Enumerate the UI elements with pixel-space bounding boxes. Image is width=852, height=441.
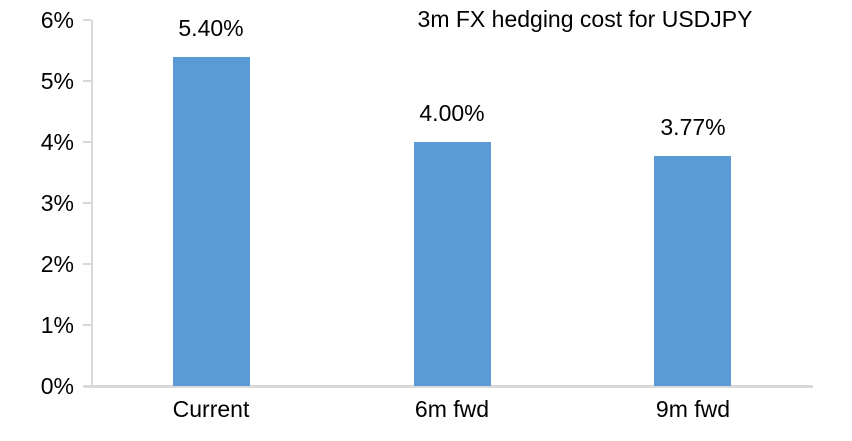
bar-data-label: 5.40% bbox=[178, 15, 244, 41]
y-tick-mark bbox=[83, 263, 91, 265]
bar-data-label: 4.00% bbox=[419, 100, 485, 126]
y-tick-mark bbox=[83, 80, 91, 82]
y-tick-label: 3% bbox=[40, 190, 74, 216]
y-tick-label: 1% bbox=[40, 312, 74, 338]
y-tick-mark bbox=[83, 141, 91, 143]
y-tick-label: 5% bbox=[40, 68, 74, 94]
y-tick-label: 6% bbox=[40, 7, 74, 33]
y-tick-mark bbox=[83, 385, 91, 387]
bar bbox=[414, 142, 491, 386]
y-tick-label: 2% bbox=[40, 251, 74, 277]
bar-data-label: 3.77% bbox=[660, 114, 726, 140]
y-tick-label: 4% bbox=[40, 129, 74, 155]
x-category-label: Current bbox=[172, 396, 250, 422]
x-category-label: 6m fwd bbox=[414, 396, 490, 422]
bar bbox=[173, 57, 250, 386]
y-tick-mark bbox=[83, 19, 91, 21]
y-tick-label: 0% bbox=[40, 373, 74, 399]
x-axis-baseline bbox=[84, 385, 813, 388]
chart-title: 3m FX hedging cost for USDJPY bbox=[417, 6, 753, 32]
y-tick-mark bbox=[83, 202, 91, 204]
y-tick-mark bbox=[83, 324, 91, 326]
y-axis-line bbox=[91, 20, 93, 388]
x-category-label: 9m fwd bbox=[655, 396, 731, 422]
bar bbox=[654, 156, 731, 386]
